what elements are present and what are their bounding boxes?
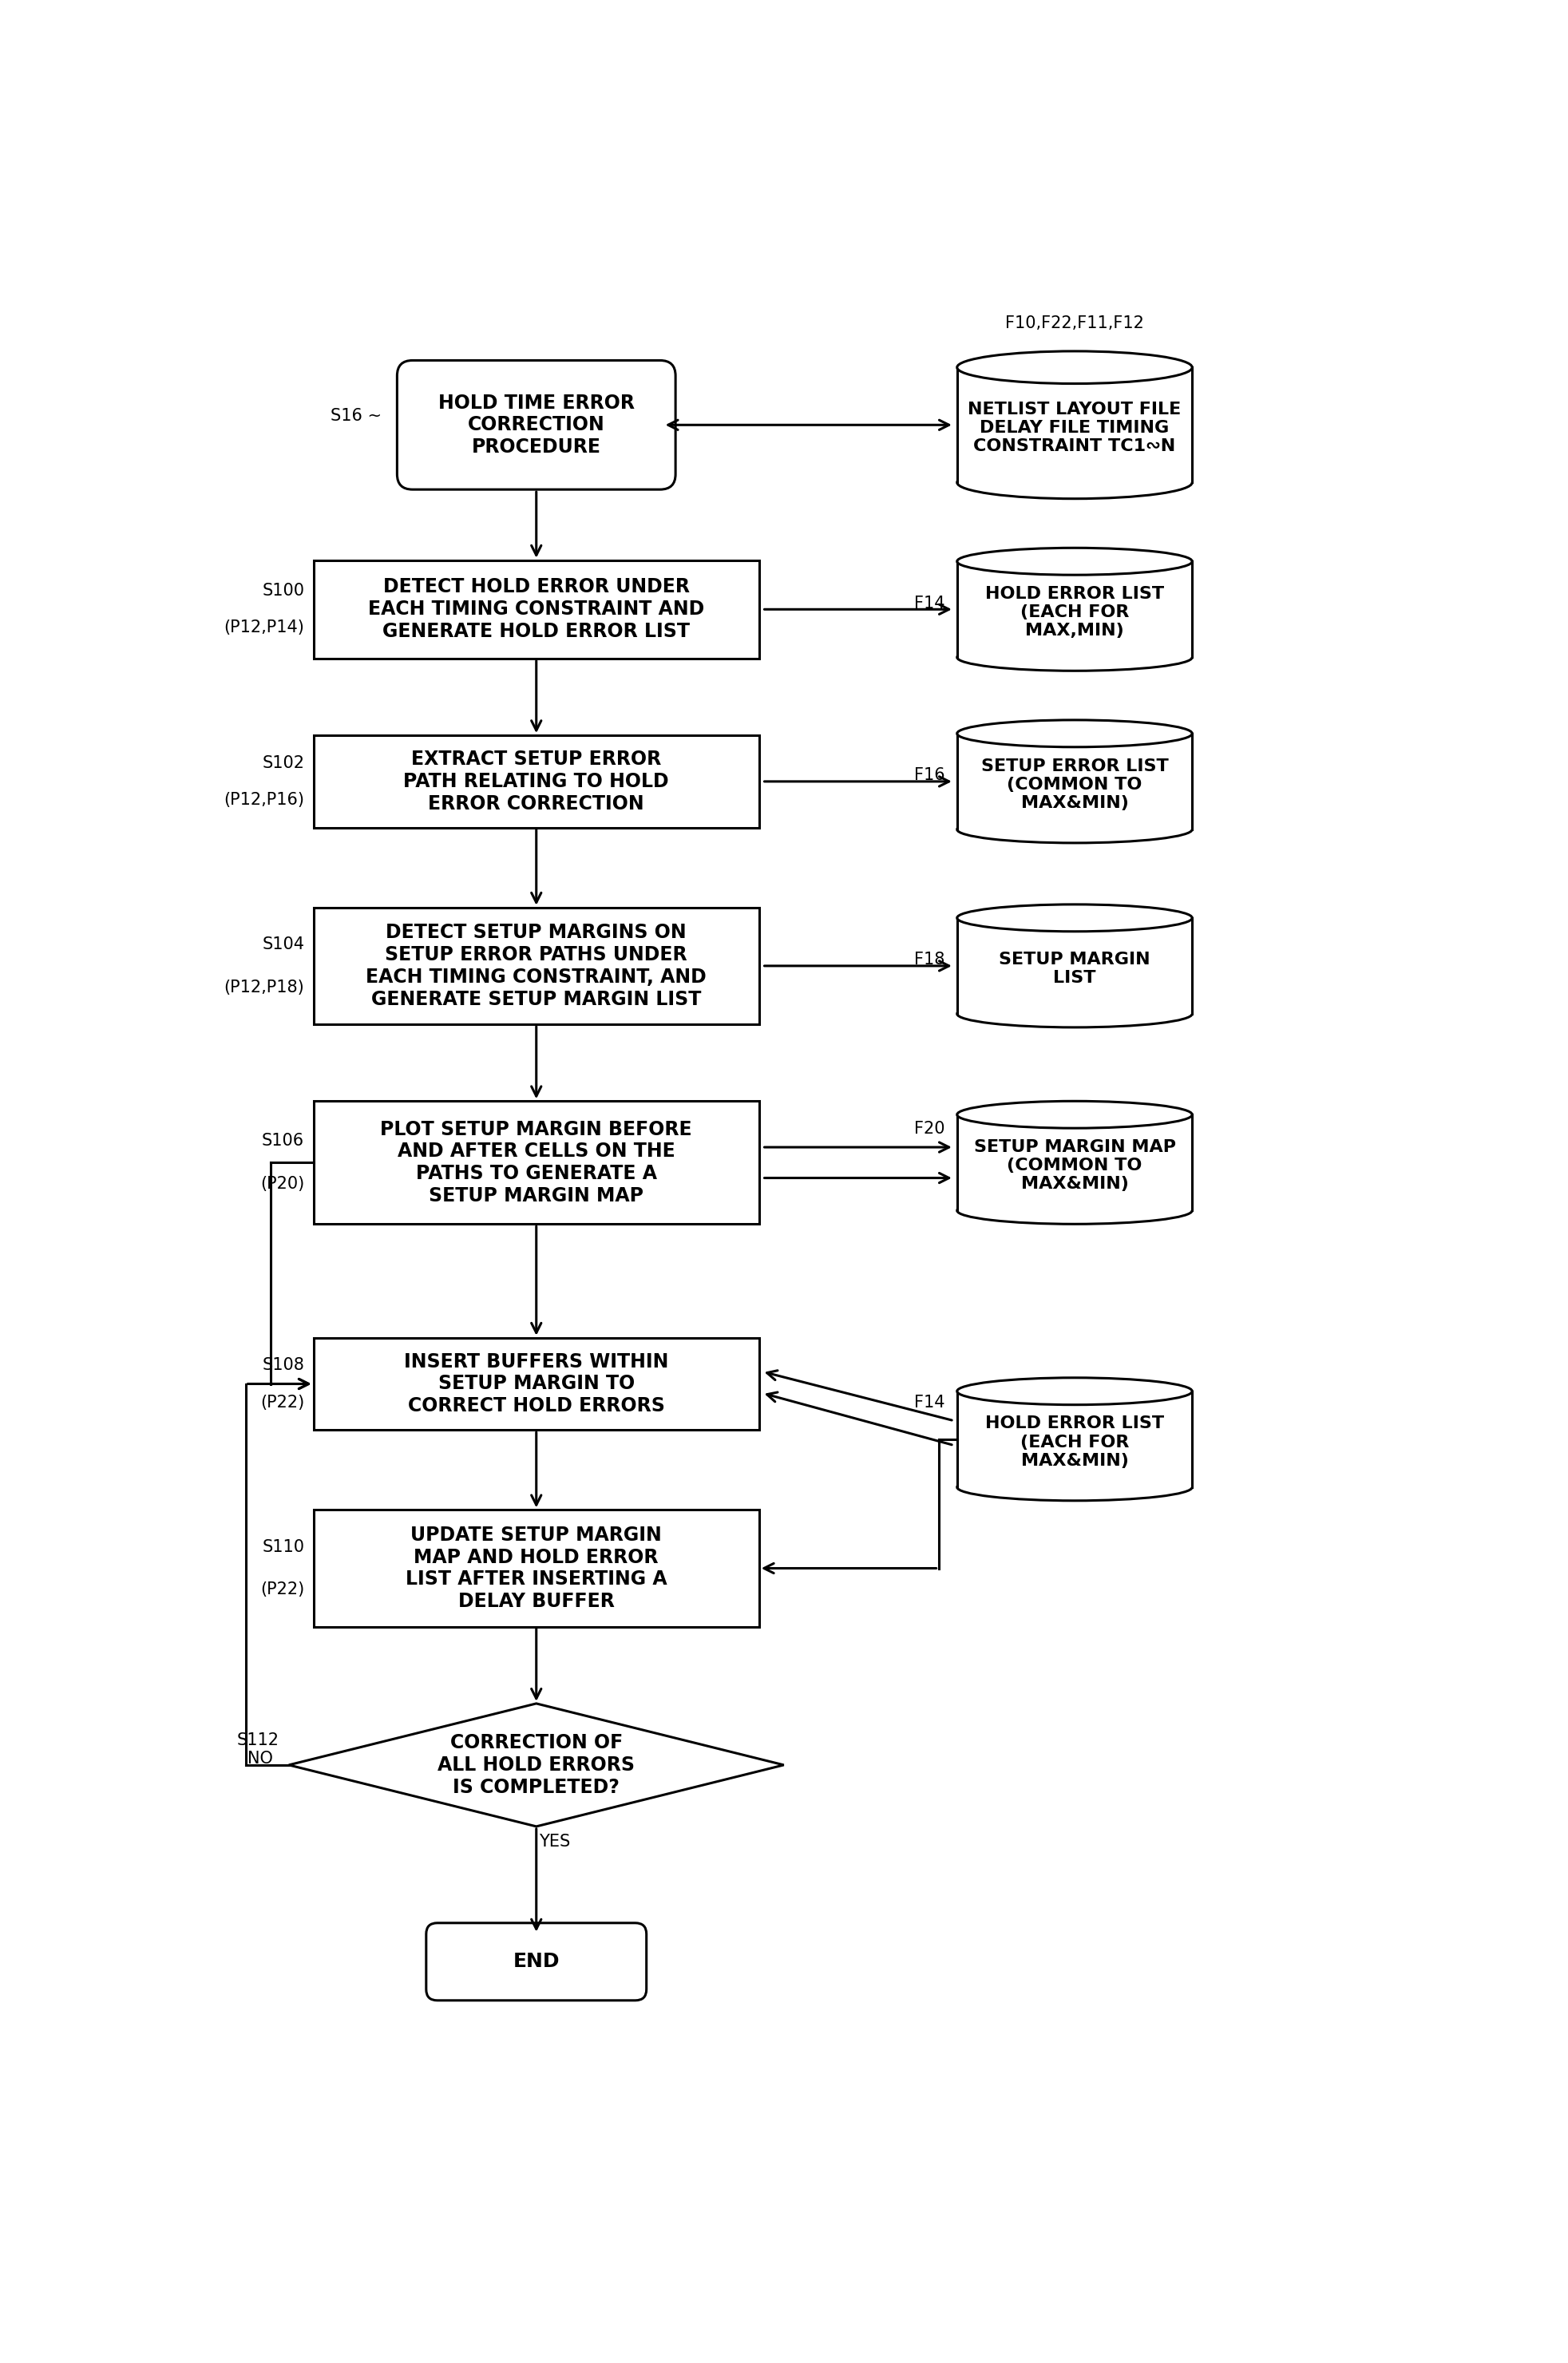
Bar: [956, 733, 1192, 829]
Text: INSERT BUFFERS WITHIN
SETUP MARGIN TO
CORRECT HOLD ERRORS: INSERT BUFFERS WITHIN SETUP MARGIN TO CO…: [405, 1352, 668, 1415]
Text: PLOT SETUP MARGIN BEFORE
AND AFTER CELLS ON THE
PATHS TO GENERATE A
SETUP MARGIN: PLOT SETUP MARGIN BEFORE AND AFTER CELLS…: [381, 1120, 691, 1205]
Bar: [956, 1115, 1192, 1210]
Bar: [958, 1115, 1192, 1210]
Text: S16 ~: S16 ~: [331, 409, 381, 423]
Text: NO: NO: [248, 1751, 273, 1768]
Bar: [956, 366, 1192, 482]
Text: S110: S110: [262, 1538, 304, 1555]
Bar: [314, 735, 759, 827]
Ellipse shape: [956, 1378, 1192, 1404]
Text: EXTRACT SETUP ERROR
PATH RELATING TO HOLD
ERROR CORRECTION: EXTRACT SETUP ERROR PATH RELATING TO HOL…: [403, 749, 670, 813]
Bar: [314, 560, 759, 659]
Text: HOLD TIME ERROR
CORRECTION
PROCEDURE: HOLD TIME ERROR CORRECTION PROCEDURE: [437, 392, 635, 456]
Text: DETECT SETUP MARGINS ON
SETUP ERROR PATHS UNDER
EACH TIMING CONSTRAINT, AND
GENE: DETECT SETUP MARGINS ON SETUP ERROR PATH…: [365, 924, 707, 1009]
Text: (P22): (P22): [260, 1394, 304, 1411]
Text: F20: F20: [914, 1120, 944, 1137]
Text: HOLD ERROR LIST
(EACH FOR
MAX,MIN): HOLD ERROR LIST (EACH FOR MAX,MIN): [985, 586, 1163, 638]
Text: DETECT HOLD ERROR UNDER
EACH TIMING CONSTRAINT AND
GENERATE HOLD ERROR LIST: DETECT HOLD ERROR UNDER EACH TIMING CONS…: [368, 577, 704, 640]
Text: (P20): (P20): [260, 1177, 304, 1191]
Bar: [956, 1392, 1192, 1486]
Ellipse shape: [956, 466, 1192, 499]
Text: (P22): (P22): [260, 1581, 304, 1597]
Bar: [956, 917, 1192, 1014]
Bar: [958, 562, 1192, 657]
Text: SETUP MARGIN MAP
(COMMON TO
MAX&MIN): SETUP MARGIN MAP (COMMON TO MAX&MIN): [974, 1139, 1176, 1193]
Ellipse shape: [956, 1000, 1192, 1028]
Text: S102: S102: [262, 756, 304, 770]
Bar: [958, 733, 1192, 829]
Text: YES: YES: [539, 1834, 571, 1850]
Text: (P12,P16): (P12,P16): [224, 792, 304, 808]
Ellipse shape: [956, 905, 1192, 931]
Bar: [314, 1337, 759, 1430]
Text: CORRECTION OF
ALL HOLD ERRORS
IS COMPLETED?: CORRECTION OF ALL HOLD ERRORS IS COMPLET…: [437, 1732, 635, 1796]
Polygon shape: [289, 1704, 784, 1827]
Text: F14: F14: [914, 1394, 944, 1411]
Text: NETLIST LAYOUT FILE
DELAY FILE TIMING
CONSTRAINT TC1∾N: NETLIST LAYOUT FILE DELAY FILE TIMING CO…: [967, 402, 1181, 454]
Text: S108: S108: [262, 1356, 304, 1373]
Bar: [956, 562, 1192, 657]
Text: S112: S112: [237, 1732, 279, 1749]
Text: S106: S106: [262, 1134, 304, 1148]
Text: END: END: [513, 1952, 560, 1971]
Ellipse shape: [956, 815, 1192, 844]
Text: S104: S104: [262, 936, 304, 952]
Text: S100: S100: [262, 584, 304, 598]
Ellipse shape: [956, 721, 1192, 747]
Bar: [958, 917, 1192, 1014]
Text: SETUP MARGIN
LIST: SETUP MARGIN LIST: [999, 952, 1151, 985]
Text: (P12,P14): (P12,P14): [224, 619, 304, 636]
FancyBboxPatch shape: [397, 362, 676, 489]
Ellipse shape: [956, 548, 1192, 574]
Bar: [314, 1101, 759, 1224]
Text: F14: F14: [914, 595, 944, 612]
Text: HOLD ERROR LIST
(EACH FOR
MAX&MIN): HOLD ERROR LIST (EACH FOR MAX&MIN): [985, 1415, 1163, 1470]
Bar: [314, 907, 759, 1023]
Text: (P12,P18): (P12,P18): [224, 978, 304, 995]
Text: F16: F16: [914, 768, 944, 782]
Text: SETUP ERROR LIST
(COMMON TO
MAX&MIN): SETUP ERROR LIST (COMMON TO MAX&MIN): [982, 759, 1168, 811]
Ellipse shape: [956, 643, 1192, 671]
Bar: [958, 366, 1192, 482]
Bar: [314, 1510, 759, 1626]
Bar: [958, 1392, 1192, 1486]
Text: UPDATE SETUP MARGIN
MAP AND HOLD ERROR
LIST AFTER INSERTING A
DELAY BUFFER: UPDATE SETUP MARGIN MAP AND HOLD ERROR L…: [406, 1526, 666, 1612]
Text: F10,F22,F11,F12: F10,F22,F11,F12: [1005, 317, 1145, 331]
FancyBboxPatch shape: [426, 1923, 646, 2001]
Ellipse shape: [956, 1101, 1192, 1127]
Ellipse shape: [956, 1475, 1192, 1501]
Ellipse shape: [956, 1198, 1192, 1224]
Text: F18: F18: [914, 952, 944, 969]
Ellipse shape: [956, 352, 1192, 383]
